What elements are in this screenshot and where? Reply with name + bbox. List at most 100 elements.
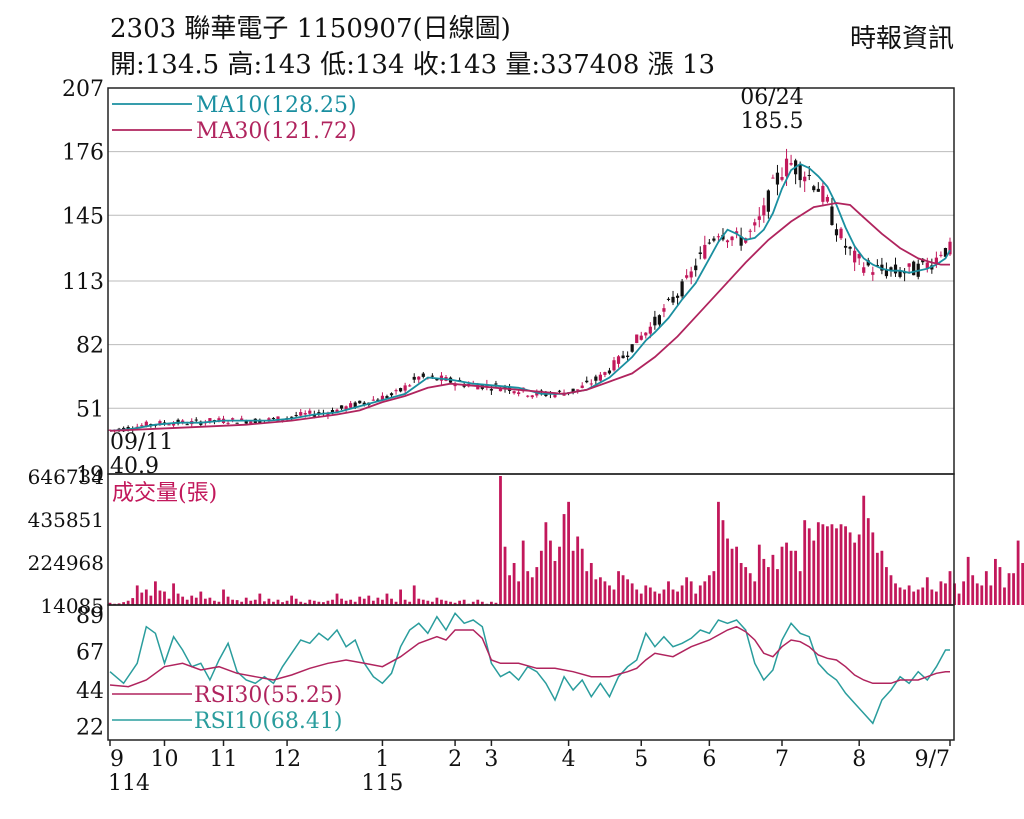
volume-bar xyxy=(826,526,829,605)
volume-bar xyxy=(857,534,861,605)
volume-bar xyxy=(576,536,580,605)
volume-bar xyxy=(158,590,162,605)
source-label: 時報資訊 xyxy=(849,24,954,54)
volume-bar xyxy=(244,597,248,605)
volume-bar xyxy=(222,589,225,605)
volume-bar xyxy=(194,597,198,605)
candle-body xyxy=(734,231,739,234)
year-label: 114 xyxy=(108,771,150,796)
candle-body xyxy=(421,373,425,377)
volume-bar xyxy=(807,528,811,605)
candle-body xyxy=(607,370,612,374)
candle-body xyxy=(185,424,189,426)
volume-bar xyxy=(449,601,452,605)
volume-bar xyxy=(948,571,952,605)
candle-body xyxy=(884,269,889,277)
volume-bar xyxy=(880,550,884,605)
candle-body xyxy=(144,421,148,427)
volume-bar xyxy=(639,593,643,605)
volume-bar xyxy=(512,563,516,605)
rsi-line xyxy=(109,612,950,725)
candle-body xyxy=(753,222,757,226)
volume-bar xyxy=(648,587,652,605)
volume-bar xyxy=(399,589,402,605)
volume-bar xyxy=(471,601,475,605)
volume-bar xyxy=(508,575,511,605)
candle-body xyxy=(866,260,870,266)
volume-bar xyxy=(680,585,684,605)
candle-body xyxy=(657,315,662,325)
volume-bar xyxy=(231,599,234,605)
volume-bar xyxy=(685,577,689,605)
volume-bar xyxy=(503,546,507,605)
volume-bar xyxy=(362,598,366,605)
volume-bar xyxy=(735,546,738,605)
volume-bar xyxy=(889,575,893,605)
candle-body xyxy=(208,418,212,423)
volume-bar xyxy=(381,599,384,605)
peak-date-label: 06/24 xyxy=(740,85,803,110)
candle-body xyxy=(680,281,684,297)
volume-bar xyxy=(1003,587,1006,605)
volume-bar xyxy=(771,554,775,605)
price-tick-label: 145 xyxy=(62,204,104,229)
rsi-tick-label: 67 xyxy=(76,641,104,666)
candle-body xyxy=(939,254,943,256)
volume-bar xyxy=(971,575,975,605)
volume-bar xyxy=(367,595,371,605)
volume-bar xyxy=(476,599,480,605)
volume-bar xyxy=(167,598,171,605)
volume-bar xyxy=(762,558,766,605)
volume-bar xyxy=(426,600,430,605)
x-tick-label: 2 xyxy=(448,747,462,772)
volume-bar xyxy=(703,581,707,605)
volume-bar xyxy=(149,595,153,605)
volume-bar xyxy=(1007,573,1011,605)
volume-bar xyxy=(272,601,275,605)
candle-body xyxy=(626,355,630,358)
candle-body xyxy=(694,265,698,271)
candle-body xyxy=(339,405,344,409)
volume-bar xyxy=(185,599,189,605)
volume-bar xyxy=(435,597,439,605)
volume-bar xyxy=(408,601,412,605)
candle-body xyxy=(943,248,948,257)
volume-bar xyxy=(290,595,294,605)
volume-bar xyxy=(322,602,325,605)
candle-body xyxy=(766,190,770,212)
peak-value-label: 185.5 xyxy=(741,109,804,134)
price-tick-label: 82 xyxy=(76,334,104,359)
candle-body xyxy=(544,394,548,396)
volume-bar xyxy=(549,540,552,605)
legend-label: MA30(121.72) xyxy=(196,119,357,144)
candle-body xyxy=(580,385,584,388)
volume-bar xyxy=(567,501,570,605)
volume-bar xyxy=(126,600,130,605)
candle-body xyxy=(653,316,657,326)
volume-bar xyxy=(517,581,521,605)
candle-body xyxy=(685,275,689,278)
candle-body xyxy=(843,245,848,248)
candle-body xyxy=(648,326,652,334)
volume-bar xyxy=(798,571,802,605)
volume-bar xyxy=(312,600,316,605)
candle-body xyxy=(635,334,639,344)
volume-bar xyxy=(658,593,661,605)
volume-bar xyxy=(671,589,675,605)
candle-body xyxy=(557,390,562,392)
volume-bar xyxy=(562,514,566,605)
candle-body xyxy=(489,389,494,391)
volume-bar xyxy=(340,598,343,605)
candle-body xyxy=(344,406,348,410)
candle-body xyxy=(598,374,602,381)
volume-bar xyxy=(998,567,1002,605)
volume-bar xyxy=(916,589,920,605)
volume-bar xyxy=(458,600,462,605)
volume-bar xyxy=(925,577,929,605)
volume-bar xyxy=(199,591,203,605)
candle-body xyxy=(716,236,721,238)
volume-bar xyxy=(358,596,362,605)
candle-body xyxy=(140,425,144,427)
candle-body xyxy=(240,418,244,421)
rsi-legend-label: RSI10(68.41) xyxy=(194,709,342,734)
